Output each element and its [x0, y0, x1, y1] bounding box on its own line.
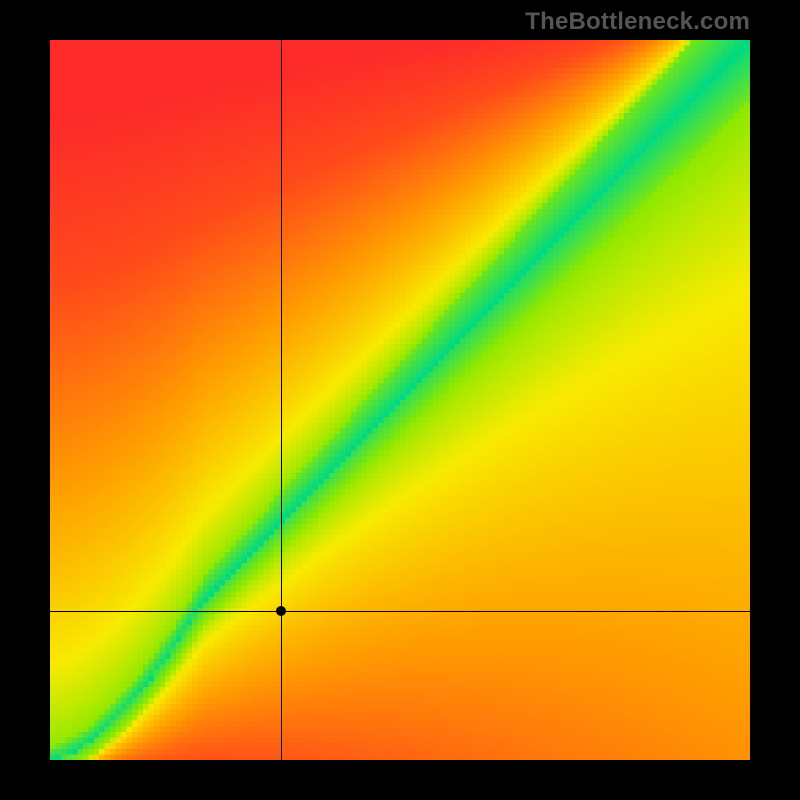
heatmap-canvas: [50, 40, 750, 760]
crosshair-vertical: [281, 40, 282, 760]
chart-frame: { "source_watermark": "TheBottleneck.com…: [0, 0, 800, 800]
source-watermark: TheBottleneck.com: [525, 8, 750, 36]
plot-area: [50, 40, 750, 760]
crosshair-marker: [276, 606, 286, 616]
crosshair-horizontal: [50, 611, 750, 612]
